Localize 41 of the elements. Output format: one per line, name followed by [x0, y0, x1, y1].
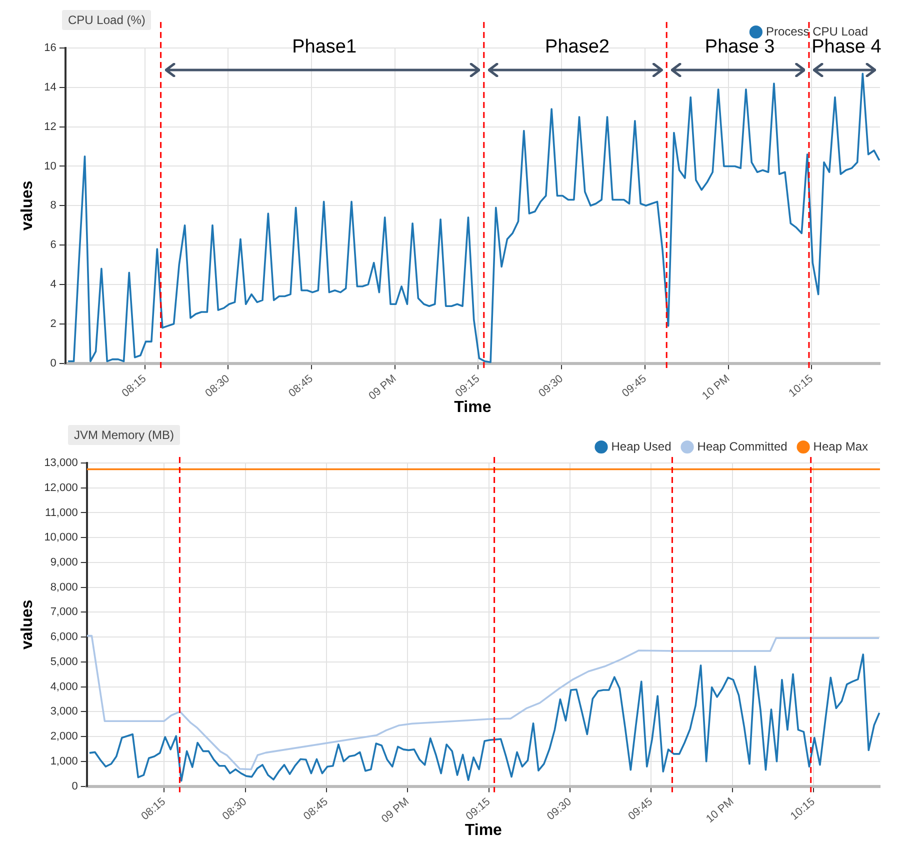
x-axis-title: Time: [454, 398, 492, 416]
y-tick-label: 8,000: [50, 581, 78, 594]
annotation: Phase2: [545, 36, 610, 58]
x-tick-label: 10 PM: [700, 372, 732, 402]
x-tick-label: 09 PM: [366, 372, 399, 402]
y-tick-label: 14: [44, 81, 56, 94]
y-tick-label: 11,000: [45, 506, 78, 519]
y-tick-label: 1,000: [50, 755, 78, 768]
y-tick-label: 12,000: [44, 482, 78, 494]
annotation: Phase 3: [704, 36, 775, 58]
y-tick-label: 16: [44, 42, 56, 54]
chart-title: JVM Memory (MB): [68, 425, 180, 445]
y-tick-label: 4,000: [50, 680, 78, 693]
y-tick-label: 7,000: [50, 606, 78, 618]
annotation: Phase1: [292, 36, 357, 58]
legend-label: Heap Committed: [697, 439, 788, 454]
chart-title: CPU Load (%): [62, 10, 152, 30]
legend-label: Process CPU Load: [766, 24, 868, 38]
y-tick-label: 3,000: [50, 706, 78, 718]
y-tick-label: 10: [44, 160, 56, 172]
annotation: Phase 4: [812, 36, 882, 58]
legend-label: Heap Used: [611, 439, 672, 454]
y-tick-label: 6,000: [50, 631, 78, 644]
y-tick-label: 0: [72, 780, 78, 792]
y-tick-label: 13,000: [44, 457, 78, 470]
y-tick-label: 9,000: [50, 556, 78, 568]
y-axis-title: values: [19, 180, 36, 231]
y-tick-label: 0: [50, 357, 56, 370]
x-tick-label: 10 PM: [704, 796, 736, 826]
x-tick-label: 09 PM: [379, 796, 412, 826]
legend-label: Heap Max: [813, 439, 868, 454]
y-tick-label: 4: [50, 278, 56, 290]
y-tick-label: 2,000: [50, 730, 78, 743]
y-axis-title: values: [19, 600, 36, 650]
y-tick-label: 10,000: [44, 532, 78, 544]
y-tick-label: 2: [50, 318, 56, 330]
y-tick-label: 8: [50, 200, 56, 212]
y-tick-label: 6: [50, 239, 56, 252]
y-tick-label: 12: [44, 120, 56, 133]
x-axis-title: Time: [464, 822, 502, 839]
y-tick-label: 5,000: [50, 656, 78, 668]
